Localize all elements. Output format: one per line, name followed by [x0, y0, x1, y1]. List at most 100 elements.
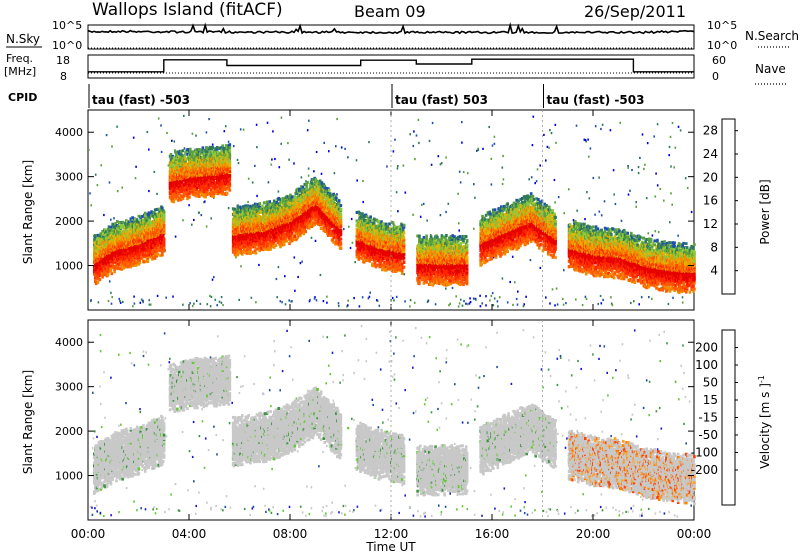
echo-cell	[147, 260, 150, 263]
noise-cell	[113, 217, 115, 219]
echo-cell	[163, 246, 166, 249]
noise-cell	[133, 137, 135, 139]
noise-cell	[491, 295, 493, 297]
noise-cell	[657, 184, 659, 186]
noise-cell	[268, 181, 270, 183]
noise-cell	[629, 190, 631, 192]
noise-cell	[247, 201, 249, 203]
noise-cell	[352, 242, 354, 244]
noise-cell	[206, 225, 208, 227]
noise-cell	[294, 290, 296, 292]
noise-cell	[601, 214, 603, 216]
noise-cell	[404, 273, 406, 275]
noise-cell	[533, 116, 535, 118]
station-title: Wallops Island (fitACF)	[92, 0, 283, 20]
noise-cell	[663, 200, 665, 202]
noise-cell	[642, 133, 644, 135]
noise-cell	[602, 124, 604, 126]
echo-cell	[163, 238, 166, 241]
noise-cell	[682, 296, 684, 298]
noise-cell	[225, 125, 227, 127]
noise-cell	[196, 300, 198, 302]
echo-cell	[163, 224, 166, 227]
noise-cell	[392, 297, 394, 299]
noise-cell	[362, 296, 364, 298]
noise-cell	[497, 300, 499, 302]
noise-cell	[111, 303, 113, 305]
noise-cell	[479, 295, 481, 297]
noise-cell	[469, 297, 471, 299]
noise-cell	[619, 122, 621, 124]
noise-cell	[494, 143, 496, 145]
noise-cell	[281, 117, 283, 119]
noise-cell	[316, 151, 318, 153]
noise-cell	[120, 302, 122, 304]
noise-cell	[195, 135, 197, 137]
noise-cell	[563, 212, 565, 214]
noise-cell	[379, 305, 381, 307]
noise-cell	[403, 165, 405, 167]
noise-cell	[301, 176, 303, 178]
noise-cell	[323, 142, 325, 144]
noise-cell	[396, 191, 398, 193]
noise-cell	[211, 296, 213, 298]
noise-cell	[393, 150, 395, 152]
noise-cell	[499, 296, 501, 298]
frequency-line	[88, 59, 694, 72]
noise-cell	[359, 305, 361, 307]
noise-cell	[356, 179, 358, 181]
noise-cell	[528, 178, 530, 180]
noise-cell	[514, 281, 516, 283]
noise-cell	[313, 170, 315, 172]
noise-cell	[272, 130, 274, 132]
noise-cell	[652, 234, 654, 236]
nsearch-label: N.Search	[745, 29, 799, 43]
noise-cell	[350, 247, 352, 249]
noise-cell	[100, 164, 102, 166]
noise-cell	[631, 169, 633, 171]
noise-cell	[397, 165, 399, 167]
noise-cell	[274, 158, 276, 160]
noise-panel	[88, 25, 694, 49]
noise-cell	[311, 237, 313, 239]
noise-cell	[228, 207, 230, 209]
noise-cell	[336, 118, 338, 120]
noise-cell	[604, 200, 606, 202]
echo-cell	[144, 212, 147, 215]
noise-cell	[610, 129, 612, 131]
noise-cell	[280, 300, 282, 302]
noise-cell	[362, 201, 364, 203]
noise-cell	[461, 142, 463, 144]
noise-cell	[457, 193, 459, 195]
noise-cell	[426, 220, 428, 222]
noise-cell	[420, 216, 422, 218]
nsearch-axis-top: 10^5	[707, 19, 737, 32]
cpid-label: CPID	[8, 91, 37, 104]
noise-cell	[224, 130, 226, 132]
noise-cell	[494, 136, 496, 138]
noise-cell	[233, 145, 235, 147]
noise-cell	[323, 300, 325, 302]
noise-cell	[502, 167, 504, 169]
noise-cell	[394, 139, 396, 141]
noise-cell	[338, 302, 340, 304]
noise-cell	[119, 298, 121, 300]
noise-cell	[109, 280, 111, 282]
noise-cell	[219, 301, 221, 303]
noise-cell	[204, 201, 206, 203]
noise-cell	[240, 128, 242, 130]
freq-unit-label: [MHz]	[4, 65, 36, 78]
cpid-segment-label: tau (fast) 503	[395, 93, 488, 107]
noise-cell	[393, 299, 395, 301]
noise-cell	[502, 155, 504, 157]
noise-cell	[545, 296, 547, 298]
echo-cell	[163, 242, 166, 245]
noise-cell	[523, 303, 525, 305]
noise-cell	[467, 172, 469, 174]
noise-cell	[290, 300, 292, 302]
noise-cell	[201, 214, 203, 216]
noise-cell	[610, 296, 612, 298]
noise-cell	[530, 259, 532, 261]
echo-cell	[163, 210, 166, 213]
noise-cell	[435, 303, 437, 305]
